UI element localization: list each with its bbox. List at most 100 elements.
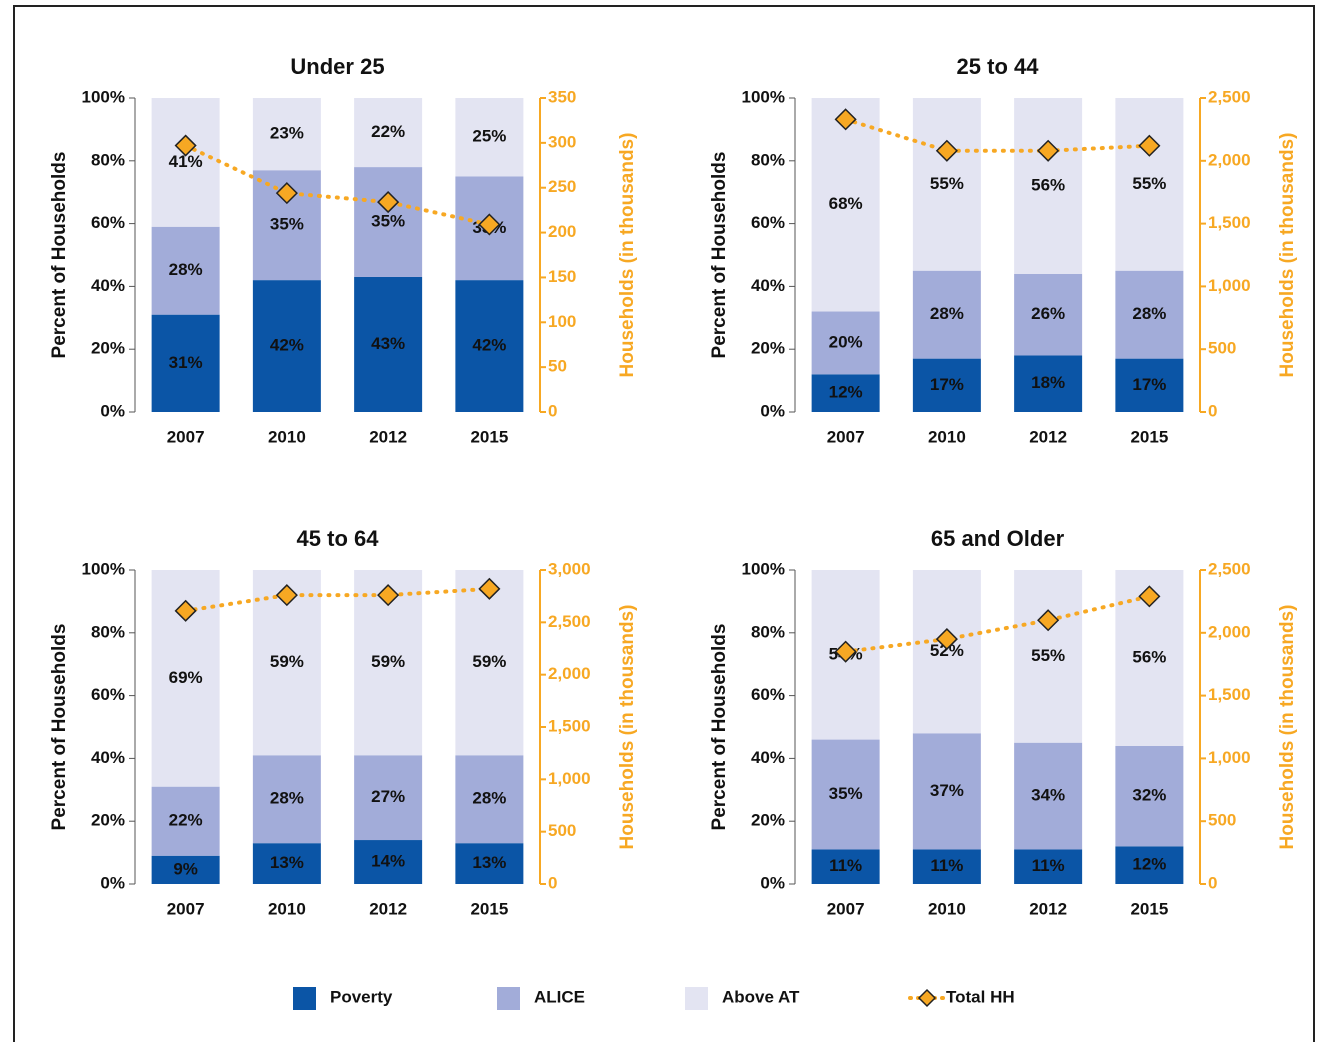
y-tick-label: 0% [760, 401, 785, 420]
line-marker [377, 584, 400, 607]
bar-segment [354, 755, 423, 841]
y2-tick-label: 2,000 [1208, 150, 1251, 169]
data-label: 27% [371, 787, 405, 806]
x-tick-label: 2012 [369, 899, 407, 918]
data-label: 28% [1132, 304, 1166, 323]
chart-title: 65 and Older [931, 526, 1065, 551]
line-marker [275, 182, 298, 205]
bar-segment [1014, 849, 1083, 884]
bar-segment [455, 843, 524, 884]
line [183, 586, 492, 613]
legend-label: Total HH [946, 987, 1015, 1006]
chart-title: Under 25 [290, 54, 384, 79]
data-label: 18% [1031, 373, 1065, 392]
y2-tick-label: 50 [548, 357, 567, 376]
y-tick-label: 40% [91, 748, 125, 767]
y-tick-label: 100% [742, 559, 785, 578]
data-label: 69% [169, 668, 203, 687]
y2-tick-label: 1,500 [1208, 685, 1251, 704]
data-label: 13% [270, 853, 304, 872]
y2-axis-label: Households (in thousands) [1277, 605, 1298, 850]
data-label: 17% [930, 375, 964, 394]
x-tick-label: 2015 [1130, 427, 1168, 446]
y-tick-label: 20% [91, 811, 125, 830]
y-axis-label: Percent of Households [709, 624, 730, 831]
y-axis-label: Percent of Households [709, 152, 730, 359]
y2-axis-label: Households (in thousands) [1277, 133, 1298, 378]
x-tick-label: 2007 [827, 427, 865, 446]
data-label: 59% [270, 652, 304, 671]
bar-segment [151, 98, 220, 227]
data-label: 26% [1031, 304, 1065, 323]
x-tick-label: 2010 [268, 427, 306, 446]
bar-segment [252, 843, 321, 884]
data-label: 14% [371, 852, 405, 871]
y2-axis-label: Households (in thousands) [617, 605, 638, 850]
y2-tick-label: 2,500 [1208, 559, 1251, 578]
data-label: 35% [371, 212, 405, 231]
data-label: 17% [1132, 375, 1166, 394]
y-tick-label: 80% [751, 150, 785, 169]
data-label: 13% [472, 853, 506, 872]
y2-tick-label: 1,000 [1208, 748, 1251, 767]
y-tick-label: 0% [760, 873, 785, 892]
x-tick-label: 2012 [1029, 899, 1067, 918]
x-tick-label: 2007 [827, 899, 865, 918]
y-axis-label: Percent of Households [49, 152, 70, 359]
data-label: 20% [829, 332, 863, 351]
data-label: 12% [829, 383, 863, 402]
bar-segment [912, 733, 981, 850]
line-marker [1138, 585, 1161, 608]
x-tick-label: 2010 [268, 899, 306, 918]
y2-tick-label: 500 [1208, 811, 1236, 830]
line-marker [174, 134, 197, 157]
data-label: 68% [829, 194, 863, 213]
data-label: 55% [1132, 174, 1166, 193]
y-tick-label: 100% [82, 87, 125, 106]
y-axis-label: Percent of Households [49, 624, 70, 831]
x-tick-label: 2015 [470, 427, 508, 446]
bar-segment [1014, 570, 1083, 743]
y2-tick-label: 150 [548, 267, 576, 286]
legend-label: Above AT [722, 987, 800, 1006]
data-label: 59% [472, 652, 506, 671]
x-tick-label: 2012 [369, 427, 407, 446]
data-label: 22% [169, 811, 203, 830]
legend-swatch [293, 987, 316, 1010]
line-marker [834, 640, 857, 663]
bar-segment [455, 98, 524, 177]
y-tick-label: 100% [742, 87, 785, 106]
y-tick-label: 80% [751, 622, 785, 641]
y2-tick-label: 2,500 [548, 612, 591, 631]
line-marker [1037, 609, 1060, 632]
frame [13, 5, 1315, 1042]
bar-segment [455, 755, 524, 844]
y2-tick-label: 0 [548, 401, 557, 420]
bar-segment [1014, 98, 1083, 274]
line-marker [174, 599, 197, 622]
y-tick-label: 60% [91, 213, 125, 232]
data-label: 23% [270, 124, 304, 143]
data-label: 28% [930, 304, 964, 323]
line-marker [478, 577, 501, 600]
x-tick-label: 2010 [928, 899, 966, 918]
data-label: 31% [169, 353, 203, 372]
x-tick-label: 2007 [167, 899, 205, 918]
bar-segment [151, 226, 220, 315]
y2-tick-label: 300 [548, 132, 576, 151]
bar-segment [252, 98, 321, 171]
y2-tick-label: 0 [1208, 401, 1217, 420]
line-marker [1037, 139, 1060, 162]
bar-segment [1115, 358, 1184, 412]
line-marker [1138, 134, 1161, 157]
line-marker [275, 584, 298, 607]
bar-segment [811, 374, 880, 412]
data-label: 22% [371, 122, 405, 141]
legend-swatch [497, 987, 520, 1010]
bar-segment [1014, 355, 1083, 412]
data-label: 56% [1031, 175, 1065, 194]
bar-segment [912, 570, 981, 734]
bar-segment [912, 98, 981, 271]
bar-segment [354, 98, 423, 168]
y2-tick-label: 1,000 [1208, 276, 1251, 295]
